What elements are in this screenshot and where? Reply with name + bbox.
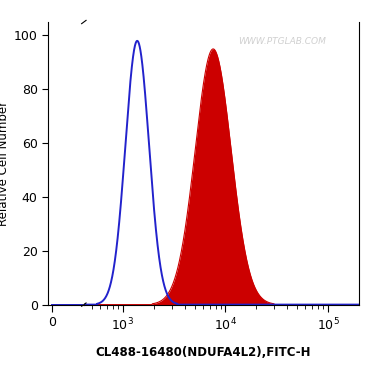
Text: CL488-16480(NDUFA4L2),FITC-H: CL488-16480(NDUFA4L2),FITC-H: [96, 346, 311, 359]
Text: WWW.PTGLAB.COM: WWW.PTGLAB.COM: [238, 37, 326, 46]
Y-axis label: Relative Cell Number: Relative Cell Number: [0, 101, 10, 226]
